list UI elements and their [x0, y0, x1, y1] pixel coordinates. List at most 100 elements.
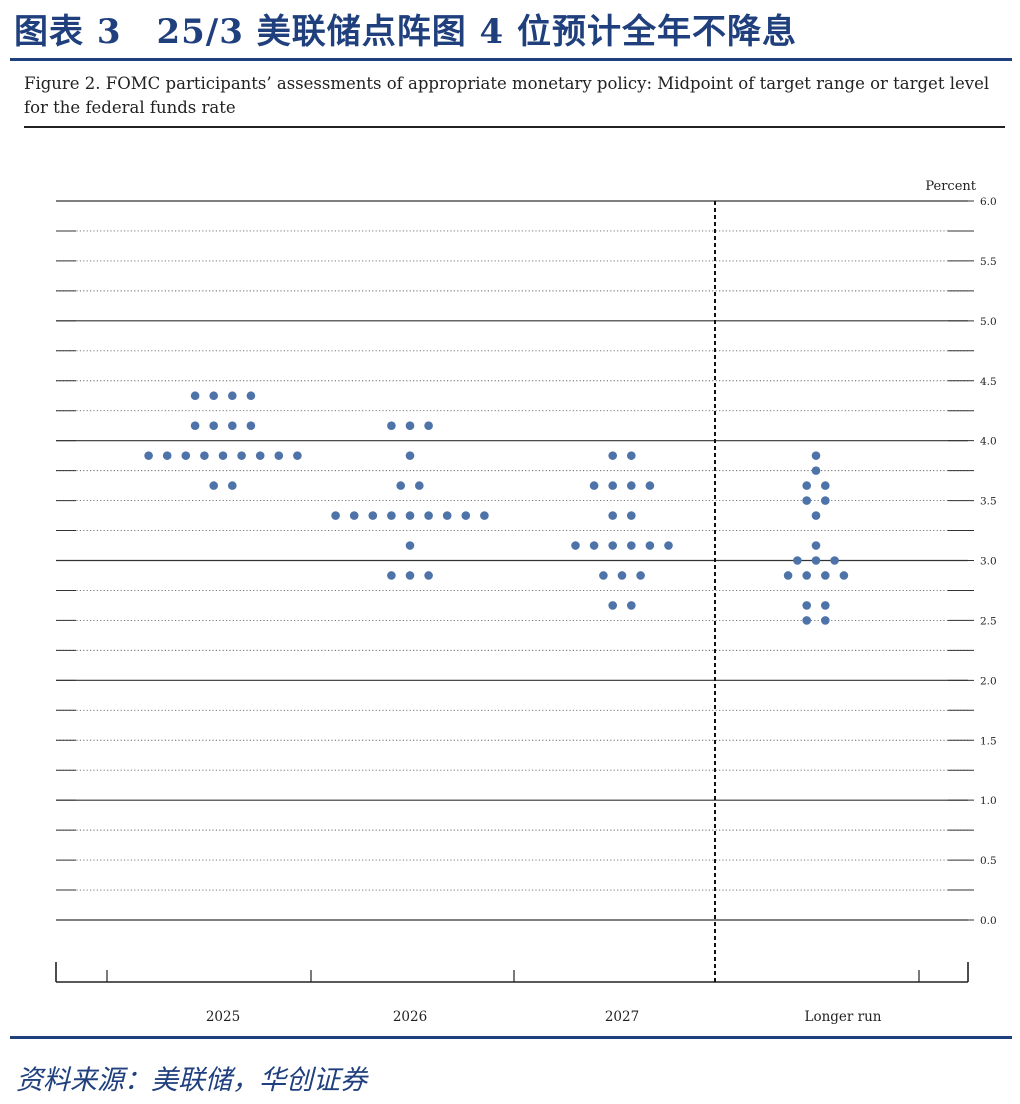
- participant-dot: [802, 481, 811, 490]
- participant-dot: [274, 451, 284, 460]
- participant-dot: [599, 571, 608, 580]
- y-tick-label: 5.0: [980, 316, 997, 328]
- y-axis-unit-label: Percent: [925, 179, 976, 194]
- participant-dot: [190, 421, 200, 430]
- participant-dot: [237, 451, 246, 460]
- source-note: 资料来源：美联储，华创证券: [16, 1065, 367, 1096]
- participant-dot: [839, 571, 849, 580]
- axis-frame: [55, 201, 969, 983]
- y-tick-label: 4.5: [980, 376, 997, 388]
- dot-layer: [144, 391, 849, 625]
- y-tick-label: 4.0: [980, 436, 997, 448]
- participant-dot: [627, 541, 636, 550]
- participant-dot: [218, 451, 228, 460]
- participant-dot: [293, 451, 302, 460]
- participant-dot: [405, 451, 415, 460]
- participant-dot: [627, 481, 636, 490]
- x-category-label: 2025: [206, 1009, 240, 1025]
- participant-dot: [246, 421, 256, 430]
- participant-dot: [209, 481, 218, 490]
- x-category-label: Longer run: [804, 1009, 881, 1025]
- header-rule: [10, 58, 1012, 61]
- participant-dot: [228, 481, 237, 490]
- participant-dot: [608, 481, 617, 490]
- y-tick-label: 2.5: [980, 615, 997, 627]
- participant-dot: [349, 511, 359, 520]
- participant-dot: [608, 541, 617, 550]
- participant-dot: [396, 481, 406, 490]
- participant-dot: [442, 511, 452, 520]
- participant-dot: [811, 541, 821, 550]
- participant-dot: [608, 601, 617, 610]
- participant-dot: [246, 391, 256, 401]
- participant-dot: [821, 571, 830, 580]
- participant-dot: [627, 451, 636, 460]
- participant-dot: [821, 496, 830, 505]
- participant-dot: [627, 601, 636, 610]
- figure-caption: Figure 2. FOMC participants’ assessments…: [24, 74, 990, 117]
- participant-dot: [368, 511, 378, 520]
- participant-dot: [802, 571, 811, 580]
- participant-dot: [209, 391, 218, 401]
- participant-dot: [415, 481, 424, 490]
- participant-dot: [821, 481, 830, 490]
- participant-dot: [608, 451, 617, 460]
- participant-dot: [228, 391, 237, 401]
- participant-dot: [821, 601, 830, 610]
- participant-dot: [424, 511, 433, 520]
- participant-dot: [783, 571, 793, 580]
- y-tick-label: 1.0: [980, 795, 997, 807]
- participant-dot: [331, 511, 340, 520]
- participant-dot: [162, 451, 172, 460]
- participant-dot: [636, 571, 645, 580]
- y-tick-label: 1.5: [980, 735, 997, 747]
- participant-dot: [480, 511, 489, 520]
- caption-rule: [24, 126, 1005, 128]
- y-tick-label: 3.5: [980, 496, 997, 508]
- participant-dot: [424, 571, 433, 580]
- participant-dot: [387, 571, 396, 580]
- participant-dot: [405, 421, 415, 430]
- axis-labels: 0.0 0.5 1.0 1.5 2.0 2.5 3.0 3.5 4.0 4.5 5.0 5.5 6.0 P…: [206, 179, 997, 1025]
- participant-dot: [190, 391, 200, 401]
- y-tick-label: 3.0: [980, 556, 997, 568]
- participant-dot: [424, 421, 433, 430]
- participant-dot: [627, 511, 636, 520]
- x-category-label: 2027: [605, 1009, 639, 1025]
- participant-dot: [255, 451, 265, 460]
- y-tick-label: 5.5: [980, 256, 997, 268]
- participant-dot: [645, 541, 655, 550]
- participant-dot: [181, 451, 191, 460]
- participant-dot: [405, 511, 415, 520]
- participant-dot: [405, 571, 415, 580]
- participant-dot: [405, 541, 415, 550]
- y-tick-label: 0.5: [980, 855, 997, 867]
- participant-dot: [571, 541, 580, 550]
- participant-dot: [802, 601, 811, 610]
- participant-dot: [387, 421, 396, 430]
- participant-dot: [209, 421, 218, 430]
- participant-dot: [830, 556, 839, 565]
- participant-dot: [811, 466, 821, 475]
- y-tick-label: 6.0: [980, 196, 997, 208]
- report-figure-title: 图表 3 25/3 美联储点阵图 4 位预计全年不降息: [14, 12, 798, 52]
- y-tick-label: 0.0: [980, 915, 997, 927]
- participant-dot: [645, 481, 655, 490]
- participant-dot: [617, 571, 627, 580]
- participant-dot: [811, 556, 821, 565]
- participant-dot: [144, 451, 153, 460]
- participant-dot: [589, 541, 599, 550]
- participant-dot: [802, 496, 811, 505]
- participant-dot: [811, 511, 821, 520]
- participant-dot: [664, 541, 673, 550]
- participant-dot: [200, 451, 209, 460]
- footer-rule: [10, 1036, 1012, 1039]
- participant-dot: [461, 511, 471, 520]
- participant-dot: [811, 451, 821, 460]
- participant-dot: [387, 511, 396, 520]
- participant-dot: [821, 616, 830, 625]
- x-category-label: 2026: [393, 1009, 427, 1025]
- participant-dot: [793, 556, 802, 565]
